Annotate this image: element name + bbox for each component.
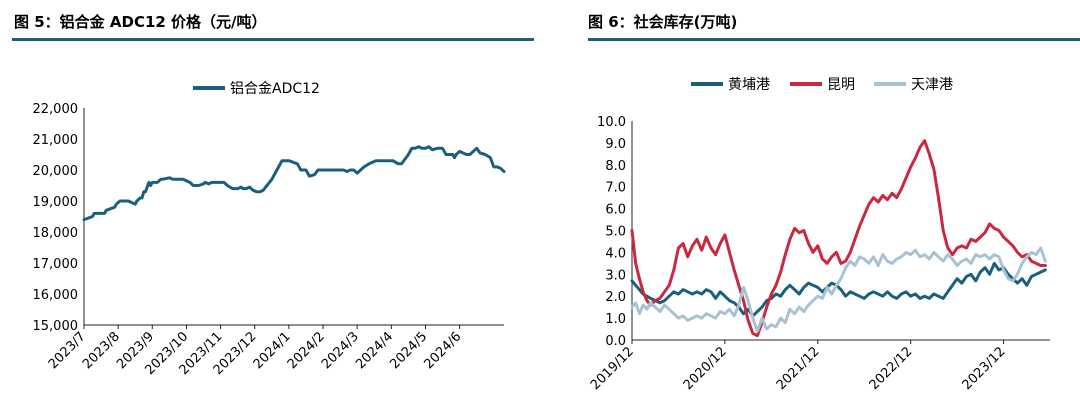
y-tick-label: 4.0	[605, 246, 626, 261]
y-tick-label: 21,000	[33, 133, 79, 148]
x-tick-label: 2024/6	[421, 329, 464, 372]
x-tick-label: 2023/7	[46, 329, 89, 372]
legend-label-铝合金ADC12: 铝合金ADC12	[230, 81, 320, 97]
x-tick-label: 2023/8	[80, 329, 123, 372]
series-line-铝合金ADC12	[82, 145, 506, 222]
y-tick-label: 9.0	[605, 137, 626, 152]
x-tick-label: 2021/12	[774, 344, 823, 393]
y-tick-label: 10.0	[597, 115, 626, 130]
y-tick-label: 17,000	[33, 257, 79, 272]
x-tick-label: 2024/5	[387, 329, 430, 372]
x-tick-label: 2023/12	[960, 344, 1009, 393]
x-tick-label: 2024/4	[353, 329, 396, 372]
x-tick-label: 2019/12	[588, 344, 637, 393]
x-tick-label: 2020/12	[681, 344, 730, 393]
figure-6-title: 图 6：社会库存(万吨)	[588, 13, 738, 31]
y-tick-label: 5.0	[605, 225, 626, 240]
figure-6-title-rule	[588, 38, 1080, 41]
x-tick-label: 2022/12	[867, 344, 916, 393]
y-tick-label: 3.0	[605, 268, 626, 283]
series-line-昆明	[630, 139, 1047, 338]
figure-5-title: 图 5：铝合金 ADC12 价格（元/吨）	[14, 13, 267, 31]
y-tick-label: 1.0	[605, 312, 626, 327]
x-tick-label: 2024/1	[251, 329, 294, 372]
y-tick-label: 18,000	[33, 226, 79, 241]
y-tick-label: 0.0	[605, 334, 626, 349]
y-tick-label: 2.0	[605, 290, 626, 305]
y-tick-label: 16,000	[33, 288, 79, 303]
legend-label-黄埔港: 黄埔港	[728, 76, 770, 93]
y-tick-label: 22,000	[33, 102, 79, 117]
figure-5-panel: 图 5：铝合金 ADC12 价格（元/吨） 15,000 16,000 17,000…	[0, 0, 534, 412]
legend-label-天津港: 天津港	[911, 77, 953, 93]
figure-5-title-rule	[12, 38, 534, 41]
y-tick-label: 20,000	[33, 164, 79, 179]
x-tick-label: 2024/3	[319, 329, 362, 372]
series-line-天津港	[630, 246, 1047, 333]
y-tick-label: 15,000	[33, 319, 79, 334]
y-tick-label: 6.0	[605, 203, 626, 218]
x-tick-label: 2024/2	[285, 329, 328, 372]
y-tick-label: 19,000	[33, 195, 79, 210]
y-tick-label: 8.0	[605, 159, 626, 174]
social-inventory-chart: 0.0 1.0 2.0 3.0 4.0 5.0 6.0 7.0 8.0 9.0 10.0 2019/1…	[588, 76, 1050, 393]
y-tick-label: 7.0	[605, 181, 626, 196]
figure-6-panel: 图 6：社会库存(万吨) 0.0 1.0 2.0 3.0 4.0 5.0 6.0 7.0 8.0…	[588, 0, 1080, 412]
adc12-price-chart: 15,000 16,000 17,000 18,000 19,000 20,000 21,0…	[33, 81, 506, 378]
legend-label-昆明: 昆明	[827, 77, 855, 93]
series-line-黄埔港	[630, 261, 1047, 318]
